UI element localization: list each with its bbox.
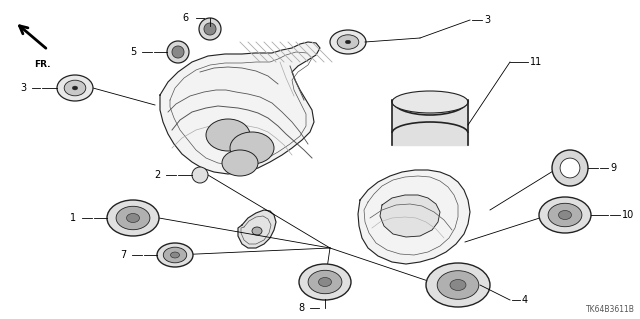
Circle shape	[552, 150, 588, 186]
Ellipse shape	[252, 227, 262, 235]
Ellipse shape	[450, 279, 466, 291]
Text: 9: 9	[610, 163, 616, 173]
Ellipse shape	[330, 30, 366, 54]
Ellipse shape	[206, 119, 250, 151]
Text: FR.: FR.	[34, 60, 51, 69]
Ellipse shape	[437, 271, 479, 299]
Ellipse shape	[57, 75, 93, 101]
Ellipse shape	[337, 35, 359, 49]
Text: 8: 8	[298, 303, 304, 313]
Circle shape	[167, 41, 189, 63]
Ellipse shape	[157, 243, 193, 267]
Ellipse shape	[107, 200, 159, 236]
Text: 1: 1	[70, 213, 76, 223]
Text: 3: 3	[20, 83, 26, 93]
Text: 6: 6	[182, 13, 188, 23]
Ellipse shape	[222, 150, 258, 176]
Text: 11: 11	[530, 57, 542, 67]
Ellipse shape	[346, 40, 351, 44]
Ellipse shape	[308, 270, 342, 294]
Text: 7: 7	[120, 250, 126, 260]
Polygon shape	[160, 42, 320, 174]
Polygon shape	[238, 210, 276, 248]
Text: 2: 2	[154, 170, 160, 180]
Polygon shape	[380, 195, 440, 237]
Ellipse shape	[230, 132, 274, 164]
Ellipse shape	[299, 264, 351, 300]
Text: 3: 3	[484, 15, 490, 25]
Ellipse shape	[116, 206, 150, 230]
Ellipse shape	[170, 252, 179, 258]
Ellipse shape	[72, 86, 77, 90]
Ellipse shape	[319, 278, 332, 286]
Text: 10: 10	[622, 210, 634, 220]
Ellipse shape	[163, 247, 187, 263]
Polygon shape	[392, 100, 468, 145]
Circle shape	[172, 46, 184, 58]
Circle shape	[560, 158, 580, 178]
Ellipse shape	[426, 263, 490, 307]
Ellipse shape	[539, 197, 591, 233]
Ellipse shape	[548, 203, 582, 227]
Ellipse shape	[559, 211, 572, 219]
Polygon shape	[358, 170, 470, 264]
Text: TK64B3611B: TK64B3611B	[586, 305, 635, 314]
Circle shape	[199, 18, 221, 40]
Circle shape	[192, 167, 208, 183]
Ellipse shape	[64, 80, 86, 96]
Ellipse shape	[392, 91, 468, 113]
Ellipse shape	[127, 213, 140, 222]
Circle shape	[204, 23, 216, 35]
Text: 4: 4	[522, 295, 528, 305]
Text: 5: 5	[130, 47, 136, 57]
